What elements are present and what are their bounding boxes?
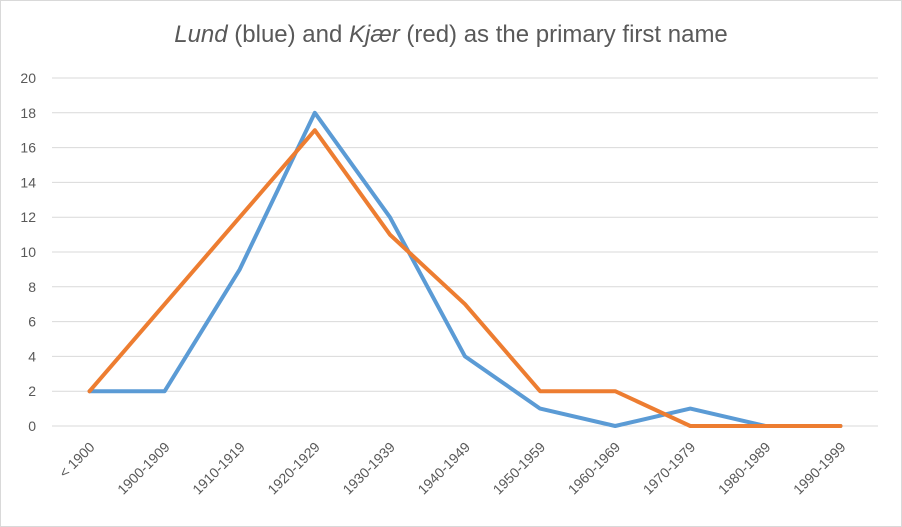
x-tick-label: 1920-1929 <box>264 439 323 498</box>
title-lund: Lund <box>174 21 228 48</box>
y-tick-label: 4 <box>28 348 36 364</box>
x-tick-label: < 1900 <box>56 439 98 481</box>
y-tick-label: 18 <box>20 105 36 121</box>
y-tick-label: 12 <box>20 209 36 225</box>
title-text-1: (blue) and <box>227 21 350 48</box>
y-tick-label: 10 <box>20 244 36 260</box>
y-tick-label: 20 <box>20 70 36 86</box>
title-kjaer: Kjær <box>349 21 400 48</box>
x-tick-label: 1950-1959 <box>490 439 549 498</box>
y-tick-label: 2 <box>28 383 36 399</box>
chart-title: Lund (blue) and Kjær (red) as the primar… <box>1 21 901 49</box>
series-line-1 <box>87 128 843 428</box>
y-tick-label: 8 <box>28 279 36 295</box>
y-tick-label: 0 <box>28 418 36 434</box>
x-tick-label: 1900-1909 <box>114 439 173 498</box>
x-tick-label: 1990-1999 <box>790 439 849 498</box>
x-tick-label: 1970-1979 <box>640 439 699 498</box>
y-tick-label: 14 <box>20 174 36 190</box>
x-tick-label: 1980-1989 <box>715 439 774 498</box>
title-text-2: (red) as the primary first name <box>399 21 728 48</box>
y-tick-label: 16 <box>20 140 36 156</box>
y-tick-label: 6 <box>28 314 36 330</box>
x-tick-label: 1930-1939 <box>339 439 398 498</box>
x-tick-label: 1940-1949 <box>414 439 473 498</box>
x-tick-label: 1960-1969 <box>565 439 624 498</box>
series-line-0 <box>87 110 843 428</box>
x-tick-label: 1910-1919 <box>189 439 248 498</box>
